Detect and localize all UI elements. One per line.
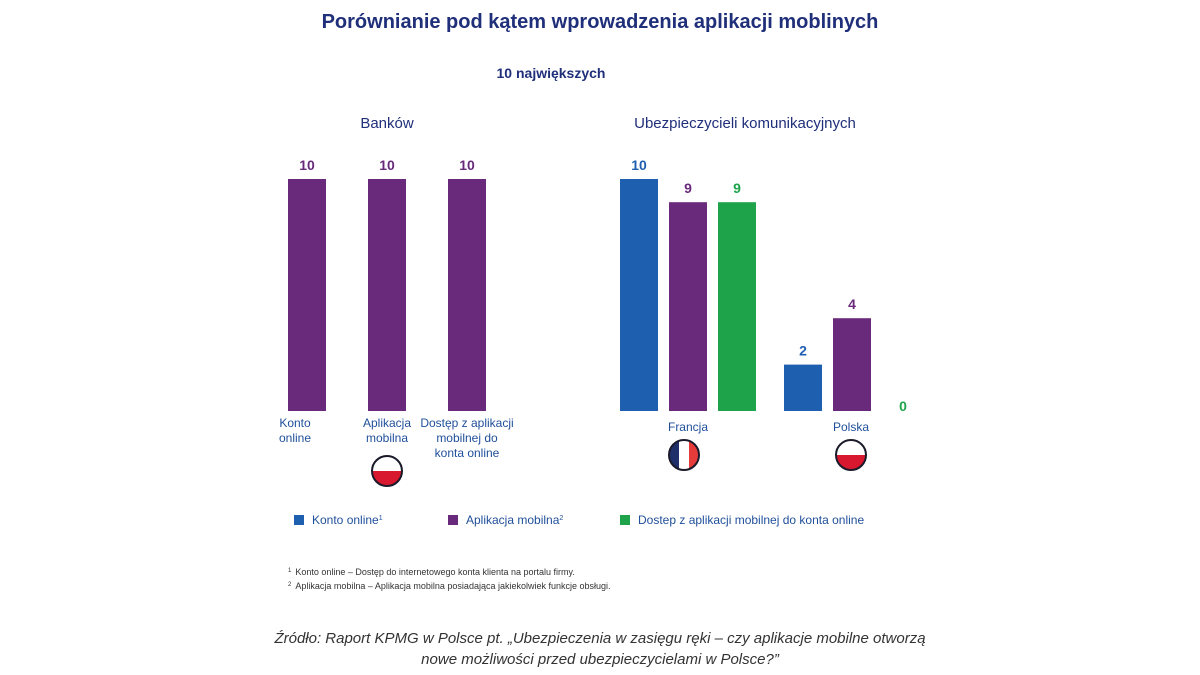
insurer-bar-value-label: 10 — [631, 157, 647, 173]
legend-swatch — [448, 515, 458, 525]
legend-item-aplikacja: Aplikacja mobilna2 — [448, 513, 563, 527]
bank-category-label: online — [279, 431, 311, 445]
bank-category-label: mobilna — [366, 431, 408, 445]
bank-category-label: konta online — [435, 446, 500, 460]
source-line-2: nowe możliwości przed ubezpieczycielami … — [421, 651, 780, 668]
poland-flag-icon — [371, 455, 403, 487]
country-label: Francja — [668, 420, 708, 434]
country-label: Polska — [833, 420, 869, 434]
source-line-1: Źródło: Raport KPMG w Polsce pt. „Ubezpi… — [273, 630, 925, 647]
insurer-bar-value-label: 0 — [899, 398, 907, 414]
insurers-panel-title: Ubezpieczycieli komunikacyjnych — [634, 115, 856, 132]
chart-title: Porównianie pod kątem wprowadzenia aplik… — [322, 11, 879, 33]
legend-swatch — [294, 515, 304, 525]
bank-bar-value-label: 10 — [379, 157, 395, 173]
france-flag-icon — [668, 439, 700, 471]
insurer-bar-value-label: 9 — [684, 180, 692, 196]
chart-subtitle: 10 największych — [497, 65, 606, 81]
banks-panel-title: Banków — [360, 115, 414, 132]
bank-category-label: Aplikacja — [363, 416, 411, 430]
legend-label: Dostep z aplikacji mobilnej do konta onl… — [638, 513, 864, 527]
footnote-1: 1 Konto online – Dostęp do internetowego … — [288, 567, 575, 577]
insurer-bar-konto — [620, 179, 658, 411]
insurer-bar-aplikacja — [833, 318, 871, 411]
bank-category-label: mobilnej do — [436, 431, 498, 445]
bank-bar — [448, 179, 486, 411]
insurer-bar-value-label: 2 — [799, 343, 807, 359]
bank-bar-value-label: 10 — [299, 157, 315, 173]
bank-bar — [288, 179, 326, 411]
insurer-bar-dostep — [718, 202, 756, 411]
footnote-2: 2 Aplikacja mobilna – Aplikacja mobilna p… — [288, 581, 611, 591]
legend-label: Konto online1 — [312, 513, 383, 527]
legend-swatch — [620, 515, 630, 525]
insurer-bar-konto — [784, 364, 822, 411]
legend-label: Aplikacja mobilna2 — [466, 513, 563, 527]
legend-item-konto: Konto online1 — [294, 513, 383, 527]
insurer-bar-aplikacja — [669, 202, 707, 411]
bank-category-label: Dostęp z aplikacji — [420, 416, 513, 430]
bank-category-label: Konto — [279, 416, 311, 430]
insurer-bar-value-label: 9 — [733, 180, 741, 196]
poland-flag-icon — [835, 439, 867, 471]
bank-bar — [368, 179, 406, 411]
bank-bar-value-label: 10 — [459, 157, 475, 173]
legend-item-dostep: Dostep z aplikacji mobilnej do konta onl… — [620, 513, 864, 527]
insurer-bar-value-label: 4 — [848, 296, 856, 312]
